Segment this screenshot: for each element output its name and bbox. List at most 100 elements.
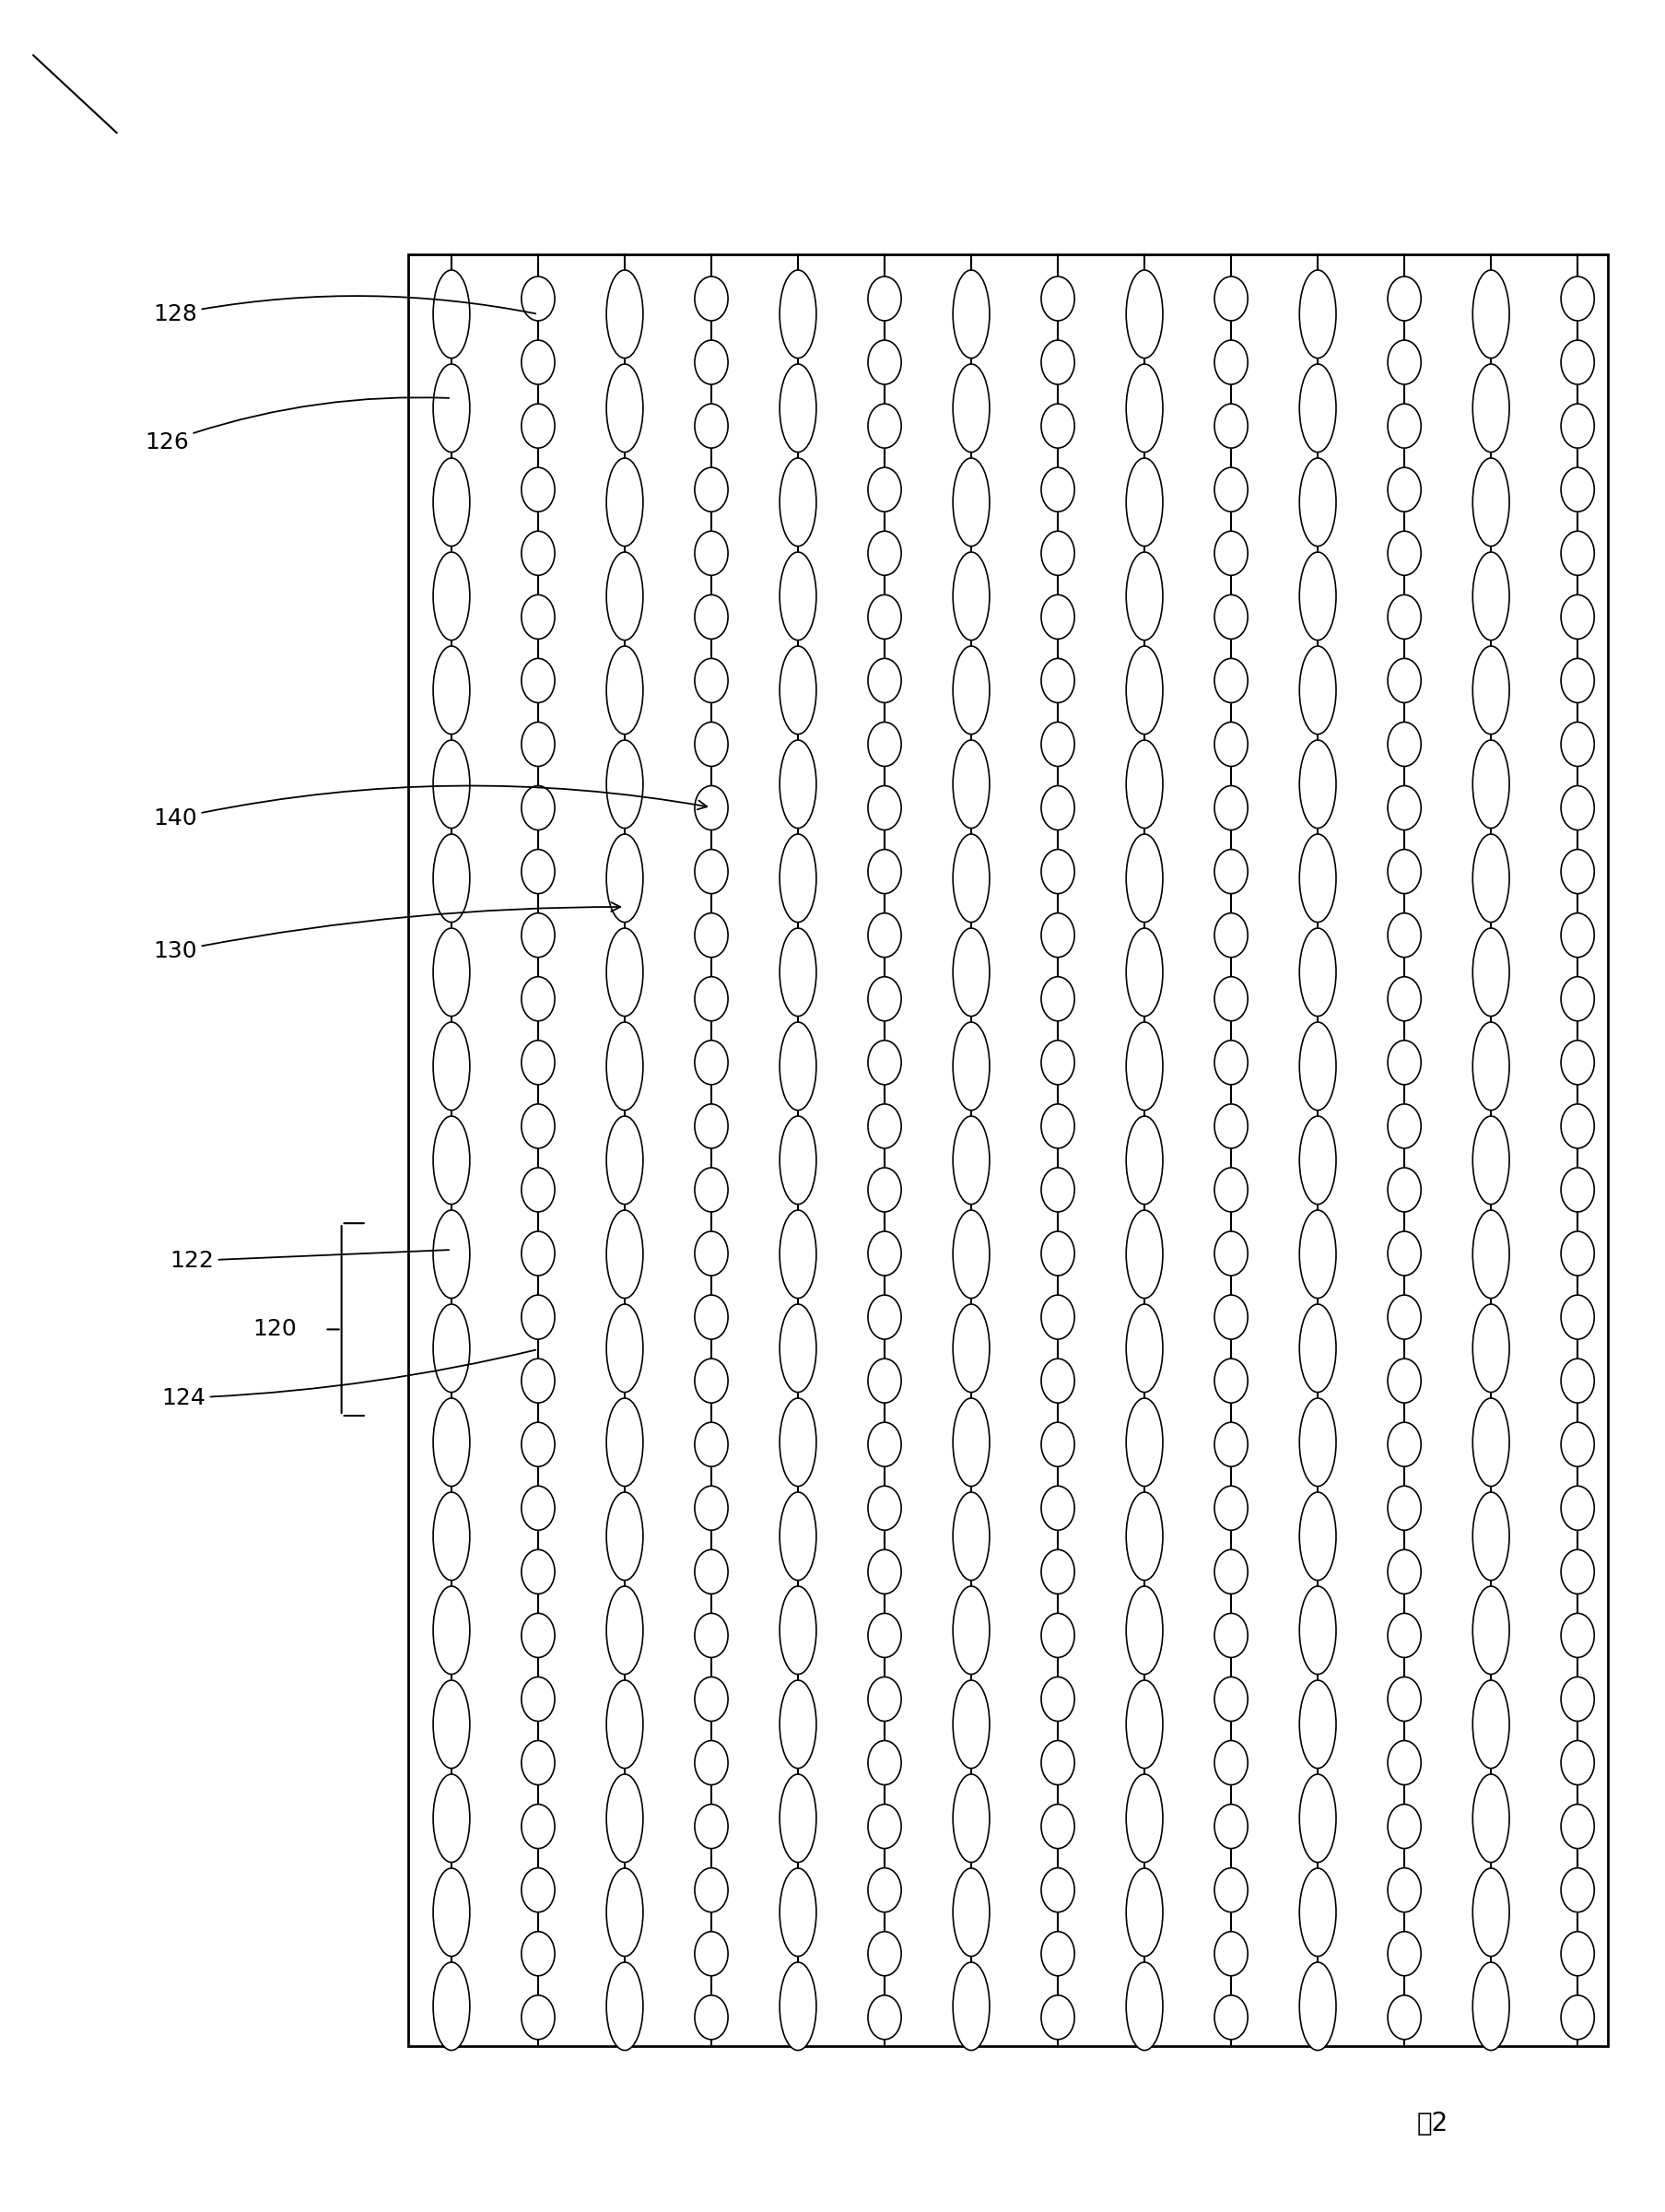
Ellipse shape [606, 1962, 643, 2051]
Circle shape [1041, 1995, 1074, 2039]
Circle shape [867, 1422, 901, 1467]
Circle shape [1387, 531, 1420, 575]
Circle shape [1387, 1805, 1420, 1849]
Circle shape [1041, 1613, 1074, 1657]
Circle shape [867, 1995, 901, 2039]
Circle shape [1560, 1422, 1593, 1467]
Circle shape [1214, 659, 1247, 703]
Circle shape [1041, 849, 1074, 894]
Ellipse shape [1299, 1117, 1335, 1203]
Circle shape [521, 341, 554, 385]
Circle shape [1214, 1422, 1247, 1467]
Ellipse shape [1472, 646, 1508, 734]
Circle shape [694, 659, 728, 703]
Circle shape [867, 914, 901, 958]
Circle shape [521, 849, 554, 894]
Ellipse shape [952, 834, 989, 922]
Circle shape [694, 595, 728, 639]
Circle shape [1041, 1931, 1074, 1975]
Ellipse shape [1126, 270, 1162, 358]
Circle shape [521, 276, 554, 321]
Ellipse shape [1472, 1022, 1508, 1110]
Ellipse shape [952, 365, 989, 451]
Circle shape [867, 1294, 901, 1338]
Ellipse shape [779, 1586, 816, 1674]
Circle shape [694, 1294, 728, 1338]
Circle shape [867, 1677, 901, 1721]
Circle shape [1041, 276, 1074, 321]
Circle shape [1041, 1422, 1074, 1467]
Circle shape [521, 531, 554, 575]
Circle shape [867, 276, 901, 321]
Circle shape [1041, 721, 1074, 765]
Circle shape [1041, 785, 1074, 830]
Ellipse shape [1126, 1022, 1162, 1110]
Circle shape [694, 849, 728, 894]
Circle shape [694, 1040, 728, 1084]
Circle shape [867, 785, 901, 830]
Circle shape [1041, 531, 1074, 575]
Circle shape [1560, 1931, 1593, 1975]
Circle shape [867, 1741, 901, 1785]
Circle shape [1387, 978, 1420, 1022]
Circle shape [1387, 721, 1420, 765]
Circle shape [694, 1104, 728, 1148]
Circle shape [867, 1486, 901, 1531]
Circle shape [1560, 1040, 1593, 1084]
Circle shape [1214, 914, 1247, 958]
Circle shape [1560, 659, 1593, 703]
Circle shape [1560, 1867, 1593, 1911]
Circle shape [867, 1232, 901, 1276]
Ellipse shape [779, 270, 816, 358]
Ellipse shape [433, 1022, 470, 1110]
Circle shape [521, 1931, 554, 1975]
Circle shape [1214, 595, 1247, 639]
Circle shape [694, 1422, 728, 1467]
Ellipse shape [1126, 741, 1162, 827]
Ellipse shape [433, 1398, 470, 1486]
Circle shape [694, 1867, 728, 1911]
Ellipse shape [952, 1210, 989, 1298]
Circle shape [867, 1168, 901, 1212]
Ellipse shape [779, 553, 816, 639]
Circle shape [1387, 1995, 1420, 2039]
Text: 图2: 图2 [1417, 2110, 1447, 2137]
Circle shape [1041, 1677, 1074, 1721]
Ellipse shape [433, 834, 470, 922]
Circle shape [694, 341, 728, 385]
Circle shape [867, 1931, 901, 1975]
Circle shape [1387, 595, 1420, 639]
Ellipse shape [1472, 1493, 1508, 1579]
Ellipse shape [606, 1493, 643, 1579]
Circle shape [1560, 1677, 1593, 1721]
Ellipse shape [1299, 1962, 1335, 2051]
Ellipse shape [952, 646, 989, 734]
Ellipse shape [433, 553, 470, 639]
Circle shape [1387, 1931, 1420, 1975]
Ellipse shape [1472, 929, 1508, 1015]
Circle shape [1560, 1551, 1593, 1595]
Circle shape [694, 1805, 728, 1849]
Circle shape [521, 1995, 554, 2039]
Circle shape [521, 1677, 554, 1721]
Ellipse shape [779, 1305, 816, 1391]
Circle shape [1041, 659, 1074, 703]
Circle shape [867, 405, 901, 449]
Circle shape [1387, 1168, 1420, 1212]
Ellipse shape [779, 1962, 816, 2051]
Ellipse shape [433, 365, 470, 451]
Ellipse shape [779, 929, 816, 1015]
Circle shape [867, 1805, 901, 1849]
Text: 120: 120 [253, 1318, 296, 1340]
Circle shape [1560, 531, 1593, 575]
Ellipse shape [1299, 270, 1335, 358]
Ellipse shape [1472, 458, 1508, 546]
Ellipse shape [952, 1586, 989, 1674]
Ellipse shape [1299, 1022, 1335, 1110]
Circle shape [1560, 1358, 1593, 1402]
Ellipse shape [1126, 1962, 1162, 2051]
Circle shape [521, 1294, 554, 1338]
Circle shape [694, 914, 728, 958]
Ellipse shape [433, 1117, 470, 1203]
Circle shape [867, 595, 901, 639]
